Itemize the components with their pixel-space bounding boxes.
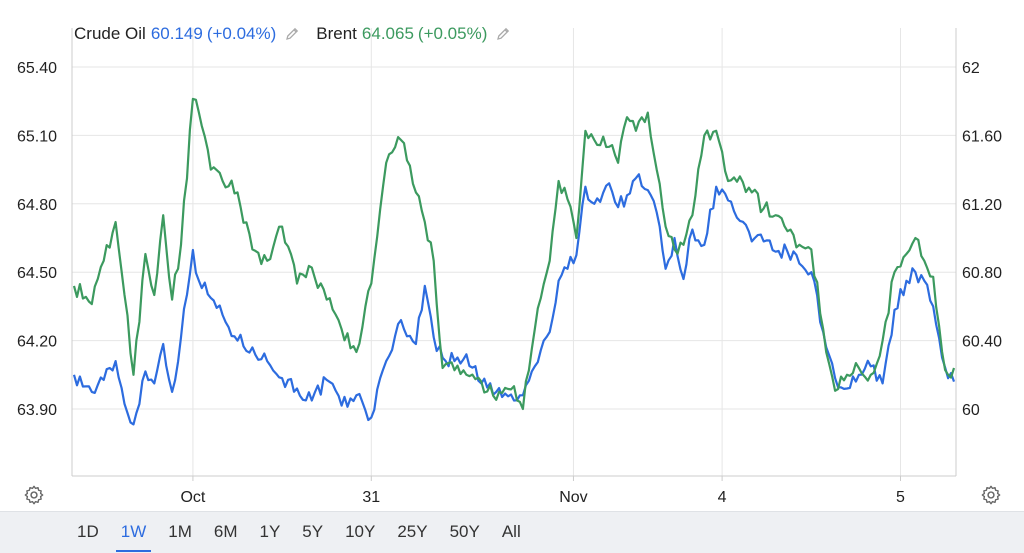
- right-tick-label: 62: [962, 60, 980, 77]
- grid-lines: [72, 28, 956, 476]
- legend-crude-change: (+0.04%): [206, 24, 277, 43]
- gear-icon[interactable]: [980, 484, 1002, 506]
- x-tick-label: Oct: [180, 489, 205, 506]
- legend-crude-name: Crude Oil: [74, 24, 146, 43]
- legend-brent-name: Brent: [316, 24, 357, 43]
- left-tick-label: 65.40: [17, 60, 57, 77]
- legend-item-crude[interactable]: Crude Oil 60.149 (+0.04%): [74, 24, 300, 44]
- left-tick-label: 64.80: [17, 197, 57, 214]
- legend-crude-value: 60.149: [150, 24, 203, 43]
- chart-legend: Crude Oil 60.149 (+0.04%) Brent 64.065 (…: [74, 22, 527, 46]
- range-tab-1y[interactable]: 1Y: [259, 522, 281, 541]
- range-bar: 1D 1W 1M 6M 1Y 5Y 10Y 25Y 50Y All: [0, 511, 1024, 553]
- range-tab-all[interactable]: All: [501, 522, 521, 541]
- x-tick-label: Nov: [559, 489, 587, 506]
- left-tick-label: 65.10: [17, 128, 57, 145]
- left-tick-label: 64.50: [17, 265, 57, 282]
- range-tab-1m[interactable]: 1M: [168, 522, 192, 541]
- right-tick-label: 60: [962, 402, 980, 419]
- range-tab-5y[interactable]: 5Y: [302, 522, 324, 541]
- legend-brent-change: (+0.05%): [417, 24, 488, 43]
- x-tick-label: 31: [362, 489, 380, 506]
- right-tick-label: 61.60: [962, 128, 1002, 145]
- left-tick-label: 64.20: [17, 334, 57, 351]
- right-tick-label: 61.20: [962, 197, 1002, 214]
- gear-icon[interactable]: [23, 484, 45, 506]
- pencil-icon[interactable]: [284, 26, 300, 42]
- range-tab-50y[interactable]: 50Y: [449, 522, 480, 541]
- series-line-crude-oil[interactable]: [72, 173, 956, 426]
- legend-item-brent[interactable]: Brent 64.065 (+0.05%): [316, 24, 511, 44]
- pencil-icon[interactable]: [495, 26, 511, 42]
- range-tabs: 1D 1W 1M 6M 1Y 5Y 10Y 25Y 50Y All: [66, 512, 532, 552]
- range-tab-25y[interactable]: 25Y: [397, 522, 428, 541]
- series-line-brent[interactable]: [72, 97, 956, 411]
- x-tick-label: 5: [896, 489, 905, 506]
- oil-price-chart[interactable]: 65.40 62 65.10 61.60 64.80 61.20 64.50 60.80 64.…: [0, 0, 1024, 511]
- range-tab-10y[interactable]: 10Y: [345, 522, 376, 541]
- axes: 65.40 62 65.10 61.60 64.80 61.20 64.50 60.80 64.…: [17, 28, 1002, 506]
- right-tick-label: 60.80: [962, 265, 1002, 282]
- left-tick-label: 63.90: [17, 402, 57, 419]
- right-tick-label: 60.40: [962, 334, 1002, 351]
- legend-brent-value: 64.065: [361, 24, 414, 43]
- x-tick-label: 4: [718, 489, 727, 506]
- range-tab-1d[interactable]: 1D: [77, 522, 99, 541]
- range-tab-6m[interactable]: 6M: [213, 522, 238, 541]
- series-lines[interactable]: [72, 97, 956, 426]
- range-tab-1w[interactable]: 1W: [110, 512, 158, 552]
